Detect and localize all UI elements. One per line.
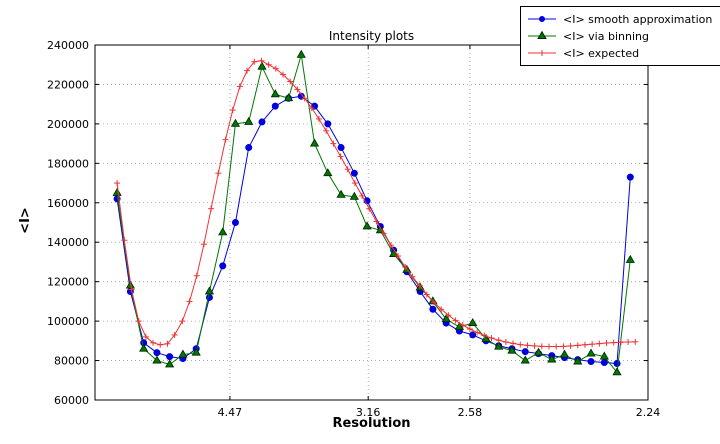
data-marker-triangle	[625, 254, 635, 263]
legend-triangle-icon	[528, 30, 556, 39]
y-tick-label: 60000	[54, 394, 89, 407]
data-marker-triangle	[218, 227, 228, 236]
y-tick-label: 240000	[47, 39, 89, 52]
x-tick-label: 3.16	[356, 406, 381, 419]
data-marker-triangle	[191, 347, 201, 356]
data-marker-triangle	[507, 345, 517, 354]
data-marker-triangle	[270, 89, 280, 98]
legend-entry-label: <I> expected	[563, 46, 640, 60]
data-marker-triangle	[349, 191, 359, 200]
x-tick-label: 2.58	[458, 406, 483, 419]
data-marker-triangle	[454, 321, 465, 330]
data-marker-triangle	[152, 355, 162, 364]
data-marker-triangle	[323, 168, 333, 177]
legend-entry: <I> via binning	[527, 28, 712, 44]
data-marker-circle	[337, 144, 345, 152]
data-marker-triangle	[520, 355, 530, 364]
series-line	[116, 54, 631, 373]
data-marker-triangle	[559, 349, 570, 358]
legend-plus-icon	[528, 50, 556, 56]
axes-border	[94, 44, 649, 401]
legend-entry-label: <I> smooth approximation	[563, 12, 713, 26]
data-marker-circle	[258, 118, 266, 126]
data-marker-triangle	[244, 116, 254, 125]
data-marker-triangle	[612, 367, 622, 376]
data-marker-circle	[587, 358, 595, 366]
data-marker-triangle	[257, 61, 267, 70]
data-marker-triangle	[230, 118, 241, 127]
series-line	[116, 95, 631, 365]
data-marker-triangle	[112, 187, 122, 196]
data-marker-triangle	[441, 314, 451, 323]
data-marker-circle	[245, 144, 253, 152]
data-marker-triangle	[586, 348, 596, 357]
data-marker-triangle	[204, 286, 215, 295]
data-marker-triangle	[139, 343, 149, 352]
data-marker-triangle	[547, 354, 557, 363]
data-marker-circle	[271, 102, 279, 110]
data-marker-triangle	[309, 138, 320, 147]
legend-circle-icon	[528, 16, 556, 22]
data-marker-circle	[521, 348, 529, 356]
data-marker-triangle	[573, 356, 583, 365]
data-marker-circle	[166, 353, 174, 361]
legend: <I> smooth approximation <I> via binning <…	[520, 6, 720, 66]
y-tick-label: 200000	[47, 118, 89, 131]
legend-entry-label: <I> via binning	[563, 29, 649, 43]
data-marker-circle	[600, 359, 608, 367]
data-marker-circle	[429, 305, 437, 313]
y-tick-label: 180000	[47, 157, 89, 170]
y-tick-label: 160000	[47, 197, 89, 210]
data-marker-triangle	[178, 349, 188, 358]
legend-entry: <I> expected	[527, 45, 712, 61]
data-marker-triangle	[362, 221, 372, 230]
data-marker-triangle	[494, 341, 504, 350]
y-tick-label: 220000	[47, 78, 89, 91]
data-marker-circle	[626, 173, 634, 181]
y-tick-label: 140000	[47, 236, 89, 249]
data-marker-circle	[324, 120, 332, 128]
y-tick-label: 80000	[54, 355, 89, 368]
chart-title: Intensity plots	[328, 29, 415, 43]
legend-entry: <I> smooth approximation	[527, 11, 712, 27]
x-tick-label: 2.24	[636, 406, 661, 419]
data-marker-circle	[219, 262, 227, 270]
data-marker-triangle	[336, 189, 346, 198]
data-marker-circle	[153, 349, 161, 357]
data-marker-triangle	[468, 317, 478, 326]
series-line	[116, 60, 636, 348]
y-tick-label: 120000	[47, 276, 89, 289]
x-axis-label: Resolution	[332, 416, 411, 431]
data-marker-circle	[350, 169, 358, 177]
data-marker-triangle	[599, 351, 609, 360]
y-axis-label: <I>	[17, 207, 33, 234]
data-marker-triangle	[533, 347, 544, 356]
data-marker-circle	[469, 331, 477, 339]
x-tick-label: 4.47	[218, 406, 243, 419]
data-marker-circle	[231, 219, 239, 226]
data-marker-triangle	[283, 93, 294, 102]
y-tick-label: 100000	[47, 315, 89, 328]
data-marker-triangle	[165, 359, 175, 368]
data-marker-triangle	[296, 49, 306, 58]
data-marker-circle	[613, 360, 621, 368]
